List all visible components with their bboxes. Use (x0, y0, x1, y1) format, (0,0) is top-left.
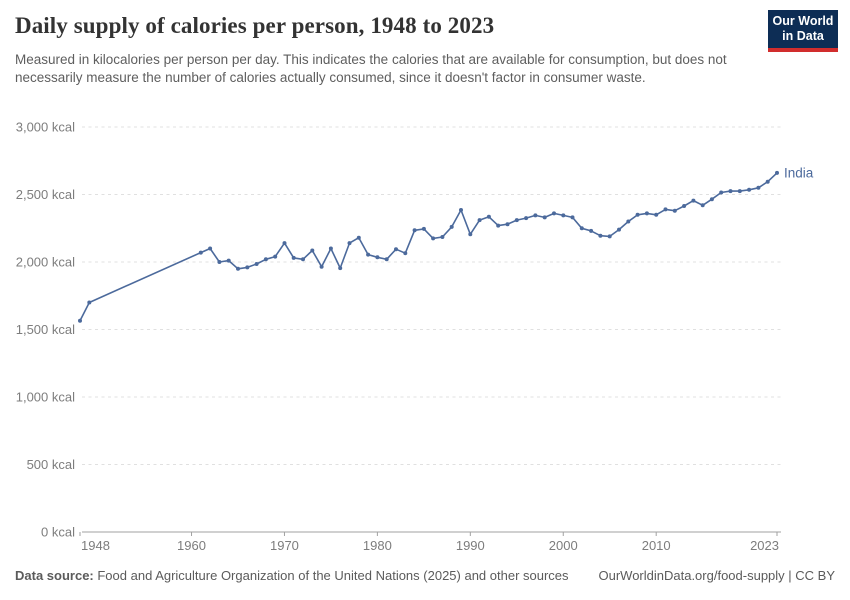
data-point (291, 255, 296, 260)
data-point (421, 226, 426, 231)
x-tick-label: 2023 (750, 538, 779, 553)
data-point (440, 235, 445, 239)
data-point (626, 219, 631, 224)
data-source: Data source: Food and Agriculture Organi… (15, 568, 569, 583)
chart-title: Daily supply of calories per person, 194… (15, 13, 495, 38)
data-point (589, 228, 594, 233)
data-point (775, 170, 779, 175)
data-point (663, 207, 668, 212)
data-point (505, 222, 510, 227)
data-point (301, 257, 305, 262)
data-point (338, 266, 343, 271)
data-point (412, 228, 417, 233)
data-point (542, 215, 547, 220)
data-point (672, 208, 677, 213)
data-point (607, 234, 612, 239)
y-tick-label: 0 kcal (41, 525, 75, 540)
x-tick-label: 1948 (81, 538, 110, 553)
data-point (263, 257, 268, 262)
data-point (198, 250, 203, 255)
x-tick-label: 1990 (456, 538, 485, 553)
data-source-text: Food and Agriculture Organization of the… (93, 568, 569, 583)
data-point (477, 218, 482, 223)
data-point (682, 204, 687, 208)
data-point (394, 247, 398, 252)
data-point (561, 213, 566, 218)
data-point (310, 248, 315, 253)
owid-logo[interactable]: Our World in Data (768, 10, 838, 52)
y-tick-label: 1,000 kcal (16, 390, 75, 405)
x-tick-label: 2010 (642, 538, 671, 553)
data-point (236, 266, 240, 271)
y-tick-label: 500 kcal (27, 457, 76, 472)
footer-link[interactable]: OurWorldinData.org/food-supply | CC BY (598, 568, 835, 583)
data-point (737, 189, 742, 194)
owid-logo-line2: in Data (782, 29, 824, 43)
data-point (78, 318, 82, 323)
data-point (728, 189, 733, 194)
data-point (208, 246, 213, 251)
data-point (552, 211, 556, 216)
owid-logo-line1: Our World (772, 14, 834, 28)
data-point (644, 211, 649, 216)
data-point (747, 187, 752, 192)
data-point (570, 215, 575, 220)
data-source-label: Data source: (15, 568, 94, 583)
data-point (486, 214, 491, 219)
y-tick-label: 3,000 kcal (16, 120, 75, 135)
data-point (375, 255, 380, 260)
data-point (403, 251, 408, 256)
data-point (756, 185, 761, 190)
chart-subtitle: Measured in kilocalories per person per … (15, 52, 727, 85)
data-point (598, 233, 603, 238)
data-point (319, 264, 324, 269)
data-point (217, 260, 222, 264)
data-point (496, 223, 501, 228)
data-point (654, 212, 659, 217)
data-point (384, 257, 389, 262)
data-point (468, 232, 473, 237)
data-point (514, 218, 519, 223)
data-point (533, 213, 538, 218)
data-point (328, 246, 333, 251)
x-tick-label: 1960 (177, 538, 206, 553)
y-tick-label: 2,500 kcal (16, 187, 75, 202)
data-point (765, 179, 770, 184)
chart-footer: Data source: Food and Agriculture Organi… (15, 568, 835, 583)
data-point (356, 235, 361, 240)
data-point (719, 190, 724, 195)
x-tick-label: 1980 (363, 538, 392, 553)
data-point (617, 227, 621, 232)
data-point (273, 254, 278, 259)
data-point (579, 226, 584, 231)
y-tick-label: 1,500 kcal (16, 322, 75, 337)
data-point (635, 212, 640, 217)
data-point (709, 197, 714, 202)
data-point (449, 224, 454, 229)
india-line-series (79, 172, 778, 322)
data-point (459, 208, 463, 212)
data-point (254, 262, 259, 266)
data-point (282, 241, 287, 246)
data-point (431, 236, 436, 241)
data-point (87, 300, 92, 305)
data-point (691, 198, 696, 203)
data-point (366, 252, 371, 257)
data-point (245, 265, 250, 270)
x-tick-label: 2000 (549, 538, 578, 553)
data-point (700, 203, 705, 208)
x-tick-label: 1970 (270, 538, 299, 553)
data-point (524, 216, 529, 221)
y-tick-label: 2,000 kcal (16, 255, 75, 270)
data-point (347, 241, 352, 246)
series-label-india: India (784, 165, 814, 180)
data-point (226, 258, 231, 263)
